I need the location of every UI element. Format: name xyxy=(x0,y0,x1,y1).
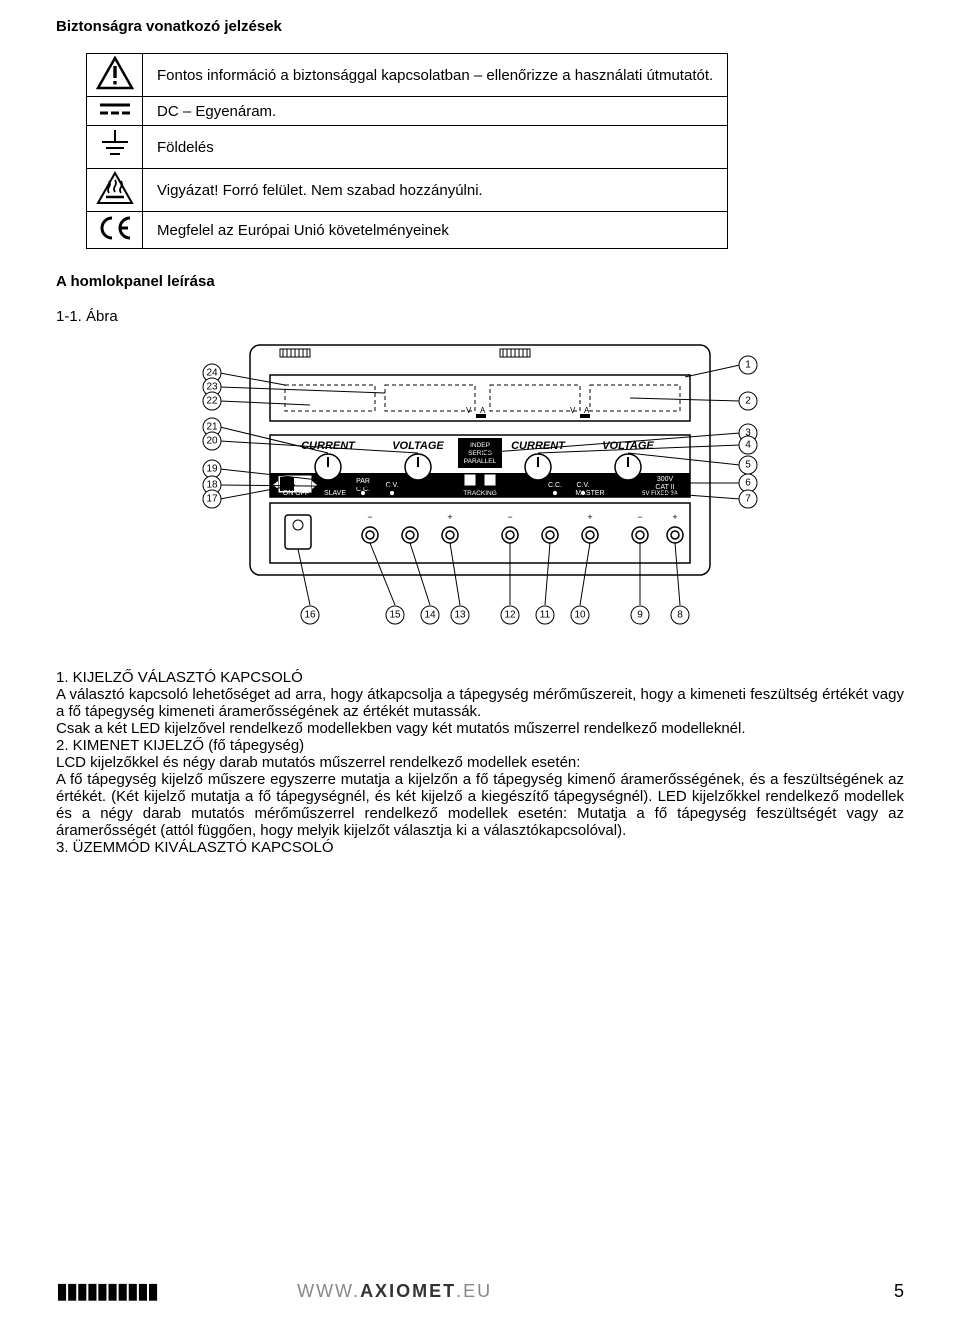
svg-text:PARALLEL: PARALLEL xyxy=(464,458,497,465)
svg-text:CAT II: CAT II xyxy=(655,484,674,491)
symbol-warning-text: Fontos információ a biztonsággal kapcsol… xyxy=(143,54,728,97)
svg-text:4: 4 xyxy=(745,440,751,451)
svg-text:21: 21 xyxy=(206,422,218,433)
item-2-title: 2. KIMENET KIJELZŐ (fő tápegység) xyxy=(56,737,904,754)
svg-text:PAR: PAR xyxy=(356,478,370,485)
svg-text:10: 10 xyxy=(574,610,586,621)
description-text: 1. KIJELZŐ VÁLASZTÓ KAPCSOLÓ A választó … xyxy=(56,669,904,856)
svg-text:SERIES: SERIES xyxy=(468,450,493,457)
svg-text:20: 20 xyxy=(206,436,218,447)
table-row: Vigyázat! Forró felület. Nem szabad hozz… xyxy=(87,169,728,212)
item-1-body: A választó kapcsoló lehetőséget ad arra,… xyxy=(56,686,904,737)
figure-label: 1-1. Ábra xyxy=(56,308,904,325)
svg-text:−: − xyxy=(367,512,372,522)
svg-text:TRACKING: TRACKING xyxy=(463,490,497,497)
table-row: DC – Egyenáram. xyxy=(87,97,728,126)
table-row: Fontos információ a biztonsággal kapcsol… xyxy=(87,54,728,97)
svg-text:MASTER: MASTER xyxy=(575,490,604,497)
svg-text:A: A xyxy=(480,406,486,415)
svg-text:23: 23 xyxy=(206,382,218,393)
svg-text:22: 22 xyxy=(206,396,218,407)
page-number: 5 xyxy=(894,1281,904,1302)
safety-symbols-table: Fontos információ a biztonsággal kapcsol… xyxy=(86,53,728,249)
svg-text:5: 5 xyxy=(745,460,751,471)
svg-text:−: − xyxy=(637,512,642,522)
svg-text:15: 15 xyxy=(389,610,401,621)
svg-text:300V: 300V xyxy=(657,476,674,483)
svg-text:13: 13 xyxy=(454,610,466,621)
svg-text:V: V xyxy=(570,406,576,415)
svg-text:+: + xyxy=(672,512,677,522)
svg-text:A: A xyxy=(584,406,590,415)
svg-text:INDEP: INDEP xyxy=(470,442,490,449)
symbol-warning xyxy=(87,54,143,97)
symbol-hot-surface xyxy=(87,169,143,212)
svg-text:SLAVE: SLAVE xyxy=(324,490,346,497)
table-row: Földelés xyxy=(87,126,728,169)
svg-text:16: 16 xyxy=(304,610,316,621)
svg-text:C.C.: C.C. xyxy=(548,482,562,489)
page-footer: ▮▮▮▮▮▮▮▮▮▮ WWW.AXIOMET.EU 5 xyxy=(0,1278,960,1304)
barcode-icon: ▮▮▮▮▮▮▮▮▮▮ xyxy=(56,1278,157,1304)
svg-text:17: 17 xyxy=(206,494,218,505)
svg-text:1: 1 xyxy=(745,360,751,371)
svg-text:18: 18 xyxy=(206,480,218,491)
item-1-title: 1. KIJELZŐ VÁLASZTÓ KAPCSOLÓ xyxy=(56,669,904,686)
svg-text:C.V.: C.V. xyxy=(577,482,590,489)
svg-text:8: 8 xyxy=(677,610,683,621)
svg-text:−: − xyxy=(507,512,512,522)
symbol-ground xyxy=(87,126,143,169)
svg-text:24: 24 xyxy=(206,368,218,379)
safety-section-title: Biztonságra vonatkozó jelzések xyxy=(56,18,904,35)
footer-url: WWW.AXIOMET.EU xyxy=(297,1281,492,1302)
svg-text:2: 2 xyxy=(745,396,751,407)
front-panel-figure: V A V A CURRENT VOLTAGE CURRENT VOLTAGE … xyxy=(160,335,800,645)
symbol-dc xyxy=(87,97,143,126)
symbol-dc-text: DC – Egyenáram. xyxy=(143,97,728,126)
table-row: Megfelel az Európai Unió követelményeine… xyxy=(87,212,728,249)
svg-text:14: 14 xyxy=(424,610,436,621)
symbol-ground-text: Földelés xyxy=(143,126,728,169)
symbol-ce xyxy=(87,212,143,249)
svg-text:7: 7 xyxy=(745,494,751,505)
svg-text:VOLTAGE: VOLTAGE xyxy=(392,440,444,452)
svg-text:C.V.: C.V. xyxy=(386,482,399,489)
panel-section-title: A homlokpanel leírása xyxy=(56,273,904,290)
svg-text:+: + xyxy=(587,512,592,522)
item-3-title: 3. ÜZEMMÓD KIVÁLASZTÓ KAPCSOLÓ xyxy=(56,839,904,856)
svg-text:+: + xyxy=(447,512,452,522)
svg-text:9: 9 xyxy=(637,610,643,621)
svg-text:19: 19 xyxy=(206,464,218,475)
item-2-body: LCD kijelzőkkel és négy darab mutatós mű… xyxy=(56,754,904,839)
symbol-ce-text: Megfelel az Európai Unió követelményeine… xyxy=(143,212,728,249)
svg-text:V: V xyxy=(466,406,472,415)
svg-text:11: 11 xyxy=(540,610,551,621)
svg-text:12: 12 xyxy=(504,610,516,621)
svg-text:ON OFF: ON OFF xyxy=(283,490,309,497)
symbol-hot-text: Vigyázat! Forró felület. Nem szabad hozz… xyxy=(143,169,728,212)
svg-text:6: 6 xyxy=(745,478,751,489)
